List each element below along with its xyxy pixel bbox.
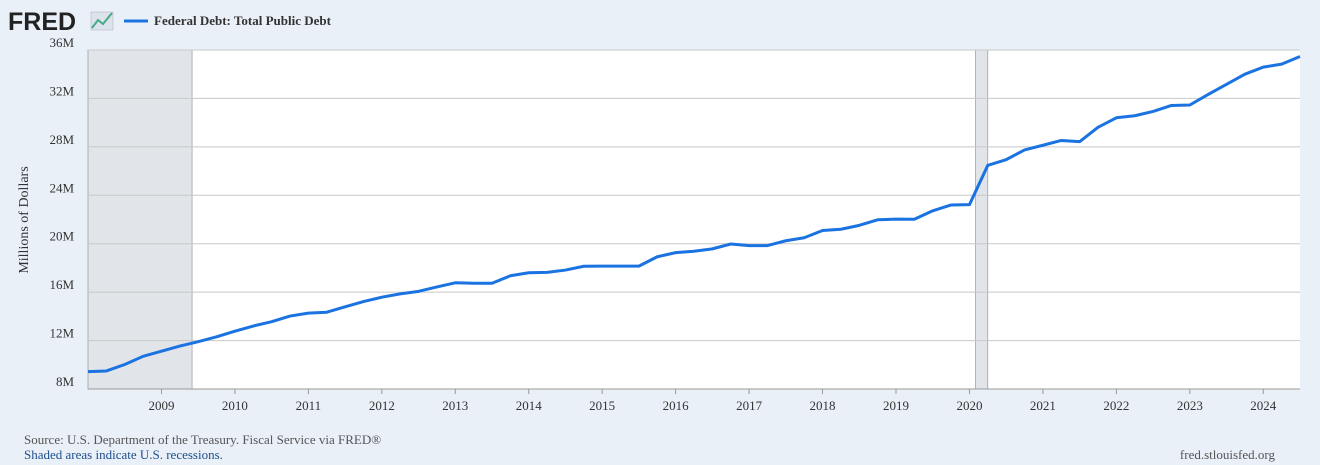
y-tick-label: 36M xyxy=(49,35,74,50)
x-tick-label: 2009 xyxy=(148,398,174,413)
y-tick-label: 28M xyxy=(49,132,74,147)
y-tick-label: 20M xyxy=(49,229,74,244)
x-tick-label: 2016 xyxy=(663,398,690,413)
y-tick-label: 32M xyxy=(49,83,74,98)
recession-shade xyxy=(87,49,193,390)
x-tick-label: 2013 xyxy=(442,398,468,413)
x-tick-label: 2024 xyxy=(1250,398,1277,413)
x-tick-label: 2018 xyxy=(810,398,836,413)
legend-label: Federal Debt: Total Public Debt xyxy=(154,13,332,28)
y-tick-label: 24M xyxy=(49,180,74,195)
x-tick-label: 2019 xyxy=(883,398,909,413)
x-tick-label: 2023 xyxy=(1177,398,1203,413)
x-tick-label: 2014 xyxy=(516,398,543,413)
recession-note: Shaded areas indicate U.S. recessions. xyxy=(24,447,223,462)
logo-icon xyxy=(90,11,114,31)
plot-area xyxy=(88,50,1300,389)
recession-shade xyxy=(975,49,989,390)
source: Source: U.S. Department of the Treasury.… xyxy=(24,432,381,447)
x-tick-label: 2015 xyxy=(589,398,615,413)
y-tick-label: 16M xyxy=(49,277,74,292)
x-tick-label: 2020 xyxy=(956,398,982,413)
x-tick-label: 2011 xyxy=(296,398,322,413)
y-tick-label: 8M xyxy=(56,374,75,389)
x-tick-label: 2012 xyxy=(369,398,395,413)
x-tick-label: 2022 xyxy=(1103,398,1129,413)
x-tick-label: 2021 xyxy=(1030,398,1056,413)
site-url: fred.stlouisfed.org xyxy=(1180,447,1276,462)
x-tick-label: 2010 xyxy=(222,398,248,413)
x-tick-label: 2017 xyxy=(736,398,763,413)
brand-logo: FRED xyxy=(8,8,76,36)
data-line xyxy=(87,55,1301,374)
y-axis-label: Millions of Dollars xyxy=(17,166,32,273)
y-tick-label: 12M xyxy=(49,326,74,341)
